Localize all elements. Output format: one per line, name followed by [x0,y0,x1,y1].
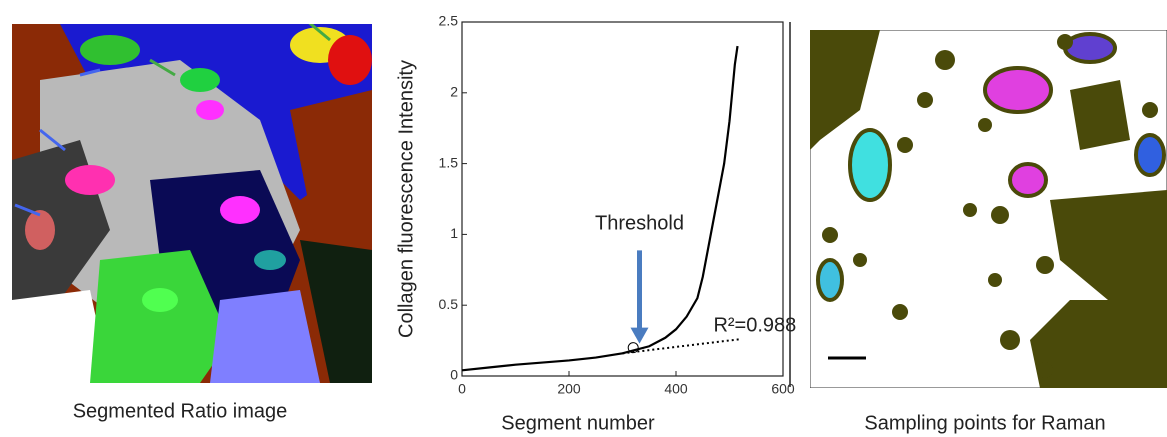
threshold-marker [627,342,639,354]
left-caption: Segmented Ratio image [73,400,288,422]
data-line [461,45,739,372]
x-tick-label: 600 [771,381,795,397]
x-tick-label: 400 [664,381,688,397]
x-tick-label: 0 [458,381,466,397]
segmented-image [12,24,372,383]
sampling-image [810,30,1167,388]
annotation: Threshold [595,213,684,235]
x-axis-label: Segment number [501,412,655,434]
y-tick-label: 1 [450,225,458,241]
y-tick-label: 2.5 [439,13,459,29]
y-tick-label: 0.5 [439,296,459,312]
right-caption: Sampling points for Raman [864,412,1105,434]
x-tick-label: 200 [557,381,581,397]
y-axis-label: Collagen fluorescence Intensity [395,60,417,338]
plot-frame [461,21,784,377]
y-tick-label: 1.5 [439,154,459,170]
y-tick-label: 2 [450,84,458,100]
threshold-arrowhead [630,327,649,344]
annotation: R²=0.988 [713,315,796,337]
y-tick-label: 0 [450,367,458,383]
